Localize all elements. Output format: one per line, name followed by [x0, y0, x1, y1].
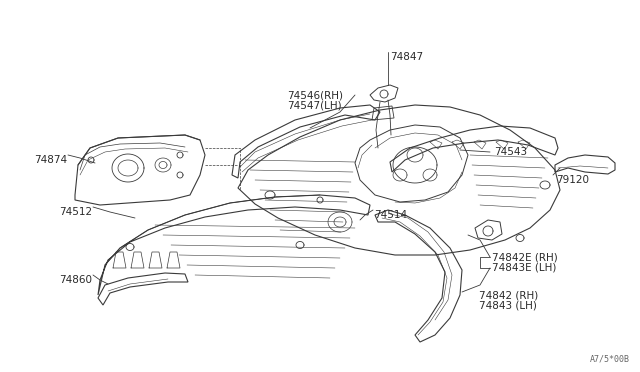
Text: 74543: 74543 [494, 147, 527, 157]
Text: 74843 (LH): 74843 (LH) [479, 301, 537, 311]
Text: A7/5*00B: A7/5*00B [590, 355, 630, 364]
Text: 74860: 74860 [59, 275, 92, 285]
Text: 74842 (RH): 74842 (RH) [479, 290, 538, 300]
Text: 74547(LH): 74547(LH) [287, 101, 342, 111]
Text: 74842E (RH): 74842E (RH) [492, 252, 557, 262]
Text: 79120: 79120 [556, 175, 589, 185]
Text: 74847: 74847 [390, 52, 423, 62]
Text: 74874: 74874 [34, 155, 67, 165]
Text: 74843E (LH): 74843E (LH) [492, 263, 556, 273]
Text: 74512: 74512 [59, 207, 92, 217]
Text: 74514: 74514 [374, 210, 407, 220]
Text: 74546(RH): 74546(RH) [287, 90, 343, 100]
